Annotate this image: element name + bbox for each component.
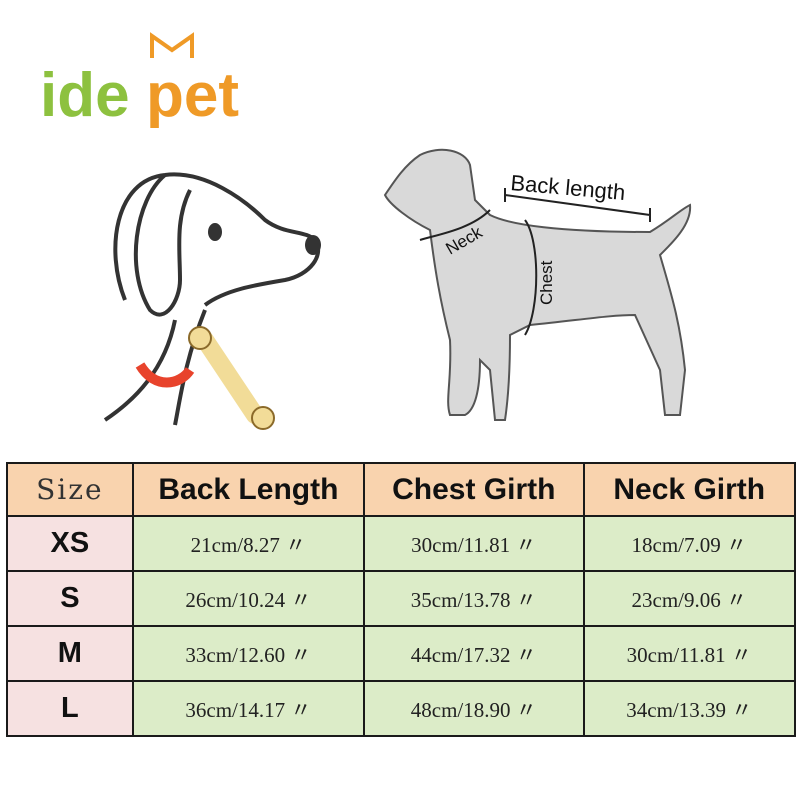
back-length-label: Back length bbox=[510, 170, 627, 205]
table-header-row: Size Back Length Chest Girth Neck Girth bbox=[6, 462, 796, 517]
table-row: M 33cm/12.60 〃 44cm/17.32 〃 30cm/11.81 〃 bbox=[6, 625, 796, 682]
chest-girth-cell: 35cm/13.78 〃 bbox=[363, 570, 585, 627]
size-chart-table: Size Back Length Chest Girth Neck Girth … bbox=[6, 462, 796, 737]
back-length-cell: 26cm/10.24 〃 bbox=[131, 570, 366, 627]
header-back-length: Back Length bbox=[131, 462, 366, 517]
header-chest-girth: Chest Girth bbox=[363, 462, 585, 517]
neck-girth-cell: 18cm/7.09 〃 bbox=[582, 515, 796, 572]
svg-text:pet: pet bbox=[146, 61, 239, 128]
idepet-logo: ide pet bbox=[40, 32, 239, 128]
header-neck-girth: Neck Girth bbox=[582, 462, 796, 517]
back-length-cell: 36cm/14.17 〃 bbox=[131, 680, 366, 737]
header-size: Size bbox=[6, 462, 134, 517]
back-length-cell: 21cm/8.27 〃 bbox=[131, 515, 366, 572]
chest-girth-cell: 30cm/11.81 〃 bbox=[363, 515, 585, 572]
size-cell: XS bbox=[6, 515, 134, 572]
back-length-cell: 33cm/12.60 〃 bbox=[131, 625, 366, 682]
chest-label: Chest bbox=[537, 260, 556, 305]
size-cell: L bbox=[6, 680, 134, 737]
size-cell: S bbox=[6, 570, 134, 627]
neck-girth-cell: 34cm/13.39 〃 bbox=[582, 680, 796, 737]
table-row: L 36cm/14.17 〃 48cm/18.90 〃 34cm/13.39 〃 bbox=[6, 680, 796, 737]
table-row: XS 21cm/8.27 〃 30cm/11.81 〃 18cm/7.09 〃 bbox=[6, 515, 796, 572]
dog-measurement-diagram: Back length Neck Chest bbox=[383, 148, 692, 421]
neck-girth-cell: 23cm/9.06 〃 bbox=[582, 570, 796, 627]
neck-girth-cell: 30cm/11.81 〃 bbox=[582, 625, 796, 682]
size-cell: M bbox=[6, 625, 134, 682]
cartoon-dog-illustration bbox=[103, 172, 321, 430]
table-row: S 26cm/10.24 〃 35cm/13.78 〃 23cm/9.06 〃 bbox=[6, 570, 796, 627]
chest-girth-cell: 44cm/17.32 〃 bbox=[363, 625, 585, 682]
svg-text:ide: ide bbox=[40, 61, 130, 128]
chest-girth-cell: 48cm/18.90 〃 bbox=[363, 680, 585, 737]
